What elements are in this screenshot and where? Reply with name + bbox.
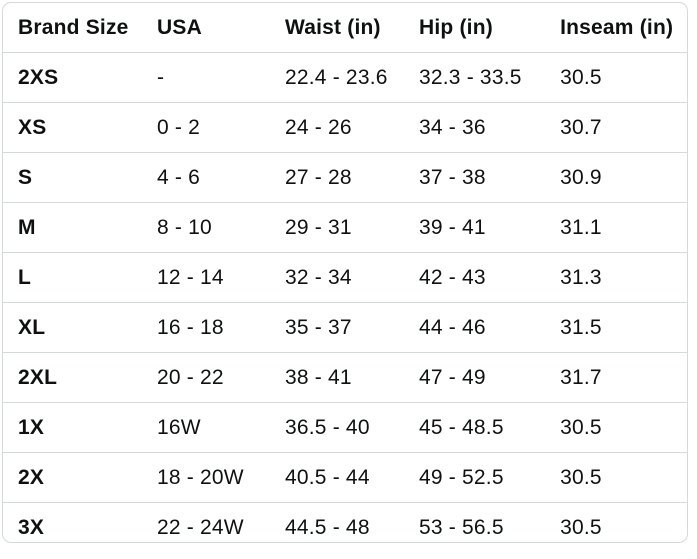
usa-cell: 22 - 24W xyxy=(157,515,244,539)
inseam-cell: 30.5 xyxy=(560,515,602,539)
table-row: 2X 18 - 20W 40.5 - 44 xyxy=(3,452,401,503)
usa-cell: - xyxy=(157,52,285,103)
hip-cell: 37 - 38 xyxy=(401,152,561,203)
inseam-cell: 31.3 xyxy=(560,252,687,303)
inseam-cell: 30.7 xyxy=(560,102,687,153)
hip-cell: 32.3 - 33.5 xyxy=(401,52,561,103)
table-row: 53 - 56.5 30.5 xyxy=(401,503,687,543)
inseam-cell: 30.9 xyxy=(560,152,687,203)
table-row: 2XS -22.4 - 23.6 xyxy=(3,52,401,103)
inseam-cell: 31.7 xyxy=(560,352,687,403)
usa-cell: 16 - 18 xyxy=(157,302,285,353)
header-row: Brand Size USA Waist (in) xyxy=(3,3,401,53)
hip-cell: 42 - 43 xyxy=(401,252,561,303)
hip-cell: 45 - 48.5 xyxy=(401,402,561,453)
brand-cell: 3X xyxy=(18,515,45,539)
table-row: 37 - 38 30.9 xyxy=(401,152,687,203)
hip-cell: 53 - 56.5 xyxy=(419,515,504,539)
brand-cell: 2XL xyxy=(3,352,157,403)
brand-cell: XL xyxy=(3,302,157,353)
size-table-left: Brand Size USA Waist (in) 2XS -22.4 - 23.6 X… xyxy=(3,3,401,543)
table-row: 44 - 46 31.5 xyxy=(401,302,687,353)
hip-cell: 39 - 41 xyxy=(401,202,561,253)
size-chart-card: Brand Size USA Waist (in) 2XS -22.4 - 23.6 X… xyxy=(2,2,688,543)
table-row: 3X 22 - 24W 44.5 - 48 xyxy=(3,503,401,543)
table-row: 1X 16W 36.5 - 40 xyxy=(3,402,401,453)
inseam-cell: 31.1 xyxy=(560,202,687,253)
inseam-cell: 30.5 xyxy=(560,402,687,453)
brand-cell: S xyxy=(3,152,157,203)
column-header-usa: USA xyxy=(157,3,285,53)
column-header-inseam: Inseam (in) xyxy=(560,3,687,53)
hip-cell: 49 - 52.5 xyxy=(401,452,561,503)
brand-cell: 1X xyxy=(3,402,157,453)
table-row: 45 - 48.5 30.5 xyxy=(401,402,687,453)
brand-cell: 2XS xyxy=(3,52,157,103)
waist-cell: 29 - 31 xyxy=(285,202,401,253)
brand-cell: XS xyxy=(3,102,157,153)
waist-cell: 32 - 34 xyxy=(285,252,401,303)
size-chart-pane-left: Brand Size USA Waist (in) 2XS -22.4 - 23.6 X… xyxy=(3,3,401,542)
waist-cell: 36.5 - 40 xyxy=(285,402,401,453)
header-row: Hip (in) Inseam (in) xyxy=(401,3,687,53)
size-table-right: Hip (in) Inseam (in) 32.3 - 33.5 30.5 34 - … xyxy=(401,3,687,543)
brand-cell: L xyxy=(3,252,157,303)
usa-cell: 18 - 20W xyxy=(157,452,285,503)
column-header-hip: Hip (in) xyxy=(401,3,561,53)
brand-cell: 2X xyxy=(3,452,157,503)
brand-cell: M xyxy=(3,202,157,253)
waist-cell: 22.4 - 23.6 xyxy=(285,52,401,103)
hip-cell: 47 - 49 xyxy=(401,352,561,403)
hip-cell: 44 - 46 xyxy=(401,302,561,353)
hip-cell: 34 - 36 xyxy=(401,102,561,153)
waist-cell: 40.5 - 44 xyxy=(285,452,401,503)
waist-cell: 27 - 28 xyxy=(285,152,401,203)
size-chart-pane-right: Hip (in) Inseam (in) 32.3 - 33.5 30.5 34 - … xyxy=(401,3,687,542)
waist-cell: 38 - 41 xyxy=(285,352,401,403)
table-row: L 12 - 14 32 - 34 xyxy=(3,252,401,303)
inseam-cell: 30.5 xyxy=(560,452,687,503)
table-row: 2XL 20 - 22 38 - 41 xyxy=(3,352,401,403)
table-row: 47 - 49 31.7 xyxy=(401,352,687,403)
usa-cell: 4 - 6 xyxy=(157,152,285,203)
table-row: 34 - 36 30.7 xyxy=(401,102,687,153)
column-header-brand: Brand Size xyxy=(3,3,157,53)
inseam-cell: 30.5 xyxy=(560,52,687,103)
column-header-waist: Waist (in) xyxy=(285,3,401,53)
usa-cell: 12 - 14 xyxy=(157,252,285,303)
table-row: 49 - 52.5 30.5 xyxy=(401,452,687,503)
table-row: XL 16 - 18 35 - 37 xyxy=(3,302,401,353)
usa-cell: 16W xyxy=(157,402,285,453)
usa-cell: 0 - 2 xyxy=(157,102,285,153)
usa-cell: 20 - 22 xyxy=(157,352,285,403)
waist-cell: 35 - 37 xyxy=(285,302,401,353)
table-row: 42 - 43 31.3 xyxy=(401,252,687,303)
table-row: 39 - 41 31.1 xyxy=(401,202,687,253)
table-row: 32.3 - 33.5 30.5 xyxy=(401,52,687,103)
waist-cell: 24 - 26 xyxy=(285,102,401,153)
waist-cell: 44.5 - 48 xyxy=(285,515,370,539)
usa-cell: 8 - 10 xyxy=(157,202,285,253)
inseam-cell: 31.5 xyxy=(560,302,687,353)
table-row: XS 0 - 2 24 - 26 xyxy=(3,102,401,153)
